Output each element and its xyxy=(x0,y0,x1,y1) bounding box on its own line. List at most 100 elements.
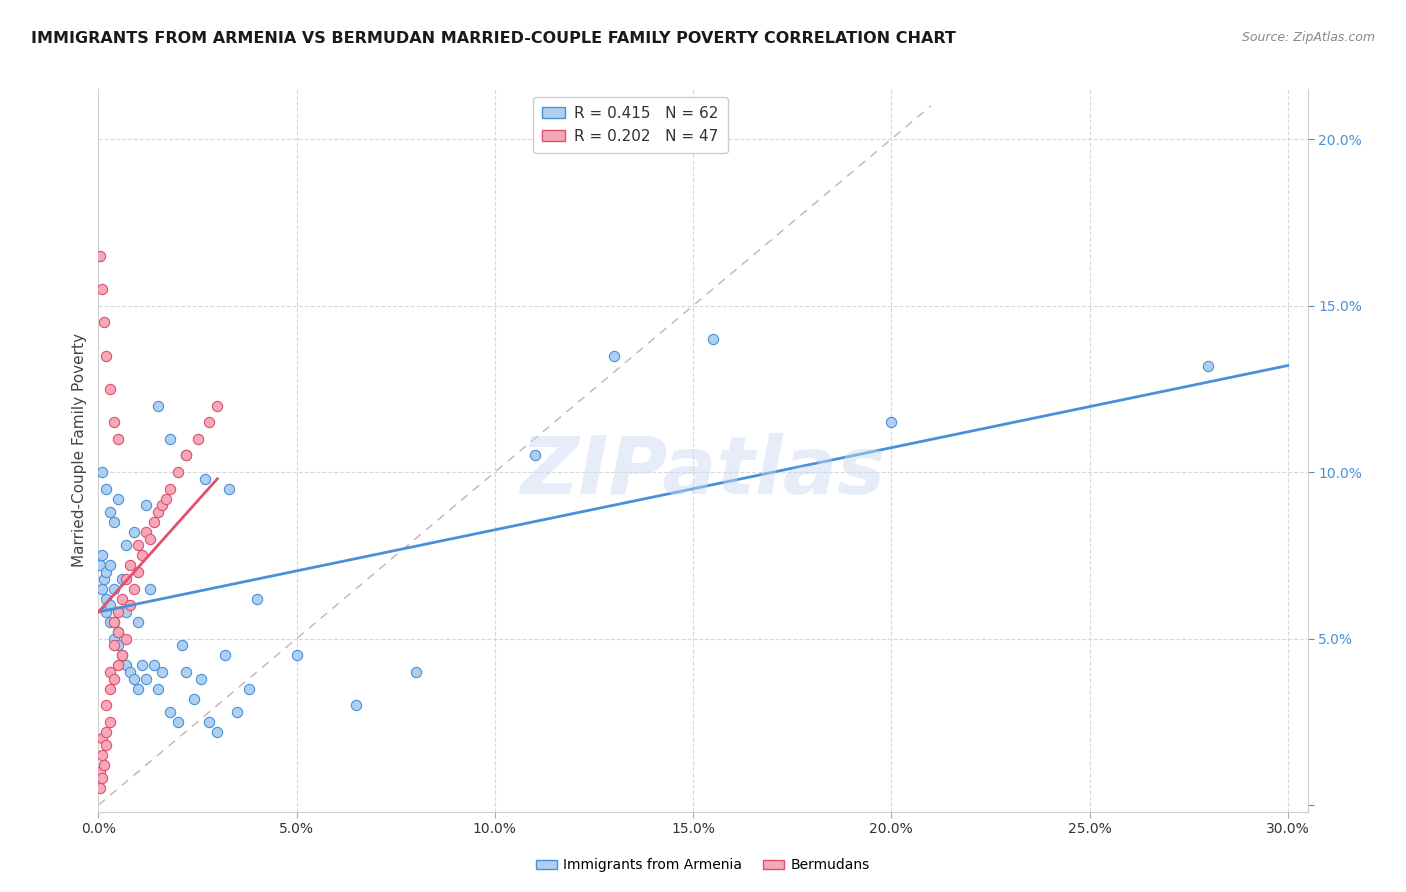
Point xyxy=(142,515,165,529)
Point xyxy=(107,638,129,652)
Point xyxy=(98,615,121,629)
Point xyxy=(214,648,236,663)
Point xyxy=(91,282,114,296)
Point xyxy=(150,665,173,679)
Point xyxy=(107,624,129,639)
Point xyxy=(89,764,111,779)
Point xyxy=(93,758,115,772)
Point xyxy=(146,399,169,413)
Point xyxy=(122,582,145,596)
Point xyxy=(91,772,114,786)
Point xyxy=(115,538,138,552)
Point xyxy=(89,781,111,796)
Point xyxy=(91,748,114,763)
Point xyxy=(111,648,134,663)
Point xyxy=(159,432,181,446)
Point xyxy=(115,605,138,619)
Point xyxy=(107,658,129,673)
Point xyxy=(107,605,129,619)
Point xyxy=(166,714,188,729)
Point xyxy=(111,572,134,586)
Point xyxy=(166,465,188,479)
Point xyxy=(146,681,169,696)
Point xyxy=(96,698,118,713)
Text: ZIPatlas: ZIPatlas xyxy=(520,434,886,511)
Point xyxy=(183,691,205,706)
Point xyxy=(146,505,169,519)
Text: Source: ZipAtlas.com: Source: ZipAtlas.com xyxy=(1241,31,1375,45)
Point xyxy=(226,705,249,719)
Point xyxy=(103,638,125,652)
Point xyxy=(98,714,121,729)
Legend: Immigrants from Armenia, Bermudans: Immigrants from Armenia, Bermudans xyxy=(530,853,876,878)
Point xyxy=(150,499,173,513)
Point xyxy=(344,698,367,713)
Point xyxy=(186,432,208,446)
Point xyxy=(159,482,181,496)
Point xyxy=(89,558,111,573)
Point xyxy=(702,332,724,346)
Point xyxy=(170,638,193,652)
Point xyxy=(155,491,177,506)
Point xyxy=(139,582,162,596)
Point xyxy=(127,565,149,579)
Point xyxy=(174,449,197,463)
Point xyxy=(96,724,118,739)
Point xyxy=(142,658,165,673)
Point xyxy=(103,415,125,429)
Point xyxy=(603,349,626,363)
Text: IMMIGRANTS FROM ARMENIA VS BERMUDAN MARRIED-COUPLE FAMILY POVERTY CORRELATION CH: IMMIGRANTS FROM ARMENIA VS BERMUDAN MARR… xyxy=(31,31,956,46)
Point xyxy=(120,599,142,613)
Point xyxy=(198,714,221,729)
Y-axis label: Married-Couple Family Poverty: Married-Couple Family Poverty xyxy=(72,334,87,567)
Point xyxy=(91,465,114,479)
Point xyxy=(405,665,427,679)
Point xyxy=(131,549,153,563)
Point xyxy=(122,524,145,539)
Point xyxy=(190,672,212,686)
Point xyxy=(127,681,149,696)
Point xyxy=(880,415,903,429)
Point xyxy=(122,672,145,686)
Point xyxy=(115,632,138,646)
Point xyxy=(135,524,157,539)
Point xyxy=(96,565,118,579)
Point xyxy=(115,572,138,586)
Point xyxy=(98,558,121,573)
Point xyxy=(218,482,240,496)
Point xyxy=(103,615,125,629)
Point xyxy=(93,315,115,329)
Point xyxy=(127,538,149,552)
Point xyxy=(107,432,129,446)
Point xyxy=(174,449,197,463)
Point xyxy=(135,672,157,686)
Point xyxy=(93,572,115,586)
Point xyxy=(131,658,153,673)
Point xyxy=(523,449,546,463)
Point xyxy=(91,549,114,563)
Point xyxy=(98,665,121,679)
Point xyxy=(96,482,118,496)
Point xyxy=(96,349,118,363)
Point xyxy=(91,582,114,596)
Point xyxy=(135,499,157,513)
Point xyxy=(139,532,162,546)
Point xyxy=(107,624,129,639)
Point xyxy=(107,491,129,506)
Point xyxy=(120,665,142,679)
Point xyxy=(91,731,114,746)
Point xyxy=(98,599,121,613)
Point xyxy=(103,672,125,686)
Point xyxy=(103,632,125,646)
Point xyxy=(159,705,181,719)
Point xyxy=(96,738,118,752)
Point xyxy=(285,648,308,663)
Point xyxy=(103,515,125,529)
Point xyxy=(174,665,197,679)
Point xyxy=(1198,359,1220,373)
Point xyxy=(96,605,118,619)
Point xyxy=(207,724,229,739)
Legend: R = 0.415   N = 62, R = 0.202   N = 47: R = 0.415 N = 62, R = 0.202 N = 47 xyxy=(533,97,728,153)
Point xyxy=(127,615,149,629)
Point xyxy=(198,415,221,429)
